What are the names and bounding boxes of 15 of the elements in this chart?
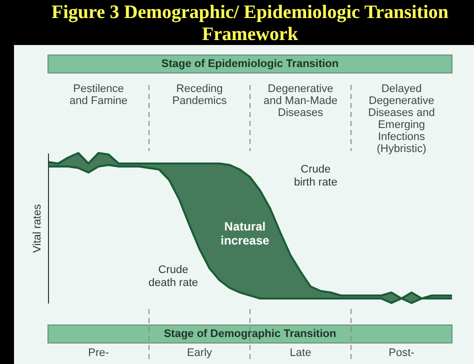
text: Early bbox=[186, 347, 213, 359]
annotation: Natural increase bbox=[220, 220, 270, 248]
y-axis-title: Vital rates bbox=[32, 204, 44, 253]
text: Pre- bbox=[88, 347, 110, 359]
text: Post- bbox=[388, 347, 415, 359]
text: Stage of Demographic Transition bbox=[164, 328, 336, 340]
text: Receding Pandemics bbox=[172, 83, 228, 107]
annotation: Delayed Degenerative Diseases and Emerging Infections (Hybristic) bbox=[368, 83, 435, 155]
text: Degenerative and Man-Made Diseases bbox=[264, 83, 338, 119]
text: Pestilence and Famine bbox=[69, 83, 128, 107]
series-label: Crude death rate bbox=[148, 264, 198, 289]
text: Stage of Epidemiologic Transition bbox=[161, 58, 339, 70]
chart-title: Figure 3 Demographic/ Epidemiologic Transition Framework bbox=[52, 2, 449, 45]
text: Crude birth rate bbox=[294, 164, 338, 188]
text: Late bbox=[290, 347, 312, 359]
